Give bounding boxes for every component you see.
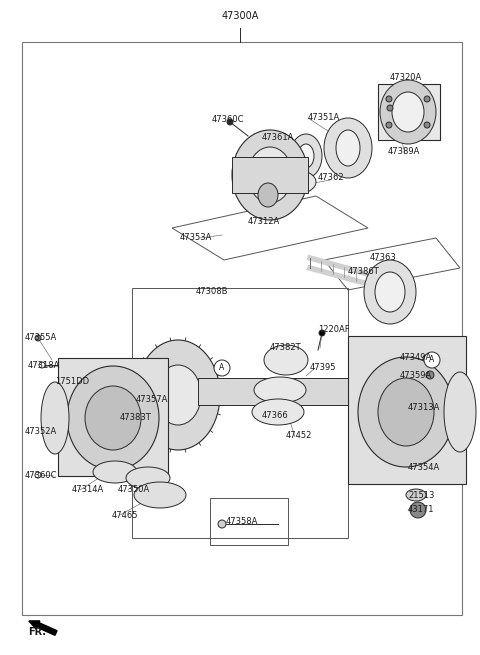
Ellipse shape xyxy=(336,130,360,166)
Ellipse shape xyxy=(136,340,220,450)
Bar xyxy=(348,336,466,484)
Bar xyxy=(232,157,308,193)
Text: 47357A: 47357A xyxy=(136,396,168,405)
Text: 47360C: 47360C xyxy=(25,470,58,479)
Bar xyxy=(22,42,462,615)
Ellipse shape xyxy=(358,357,454,467)
Text: 47308B: 47308B xyxy=(196,288,228,297)
Ellipse shape xyxy=(424,122,430,128)
Text: A: A xyxy=(219,364,225,373)
Text: 47359A: 47359A xyxy=(400,371,432,379)
Bar xyxy=(210,498,288,545)
Ellipse shape xyxy=(67,366,159,470)
Text: 1220AF: 1220AF xyxy=(318,326,349,335)
Text: 47358A: 47358A xyxy=(226,517,258,527)
Text: 47312A: 47312A xyxy=(248,217,280,227)
Bar xyxy=(378,84,440,140)
Ellipse shape xyxy=(364,260,416,324)
Ellipse shape xyxy=(85,386,141,450)
Ellipse shape xyxy=(426,371,434,379)
Text: 47353A: 47353A xyxy=(180,233,212,242)
Ellipse shape xyxy=(423,355,429,361)
Text: 47363: 47363 xyxy=(370,253,397,263)
Text: 47386T: 47386T xyxy=(348,267,380,276)
Ellipse shape xyxy=(380,80,436,144)
Text: 47389A: 47389A xyxy=(388,147,420,157)
Text: FR.: FR. xyxy=(28,627,46,637)
Ellipse shape xyxy=(406,489,426,501)
Ellipse shape xyxy=(392,92,424,132)
FancyArrow shape xyxy=(29,621,57,635)
Circle shape xyxy=(214,360,230,376)
Text: 47349A: 47349A xyxy=(400,354,432,362)
Ellipse shape xyxy=(126,467,170,489)
Text: 47352A: 47352A xyxy=(25,428,57,436)
Text: 47366: 47366 xyxy=(262,411,289,419)
Text: 47300A: 47300A xyxy=(221,11,259,21)
Ellipse shape xyxy=(290,134,322,178)
Text: 47354A: 47354A xyxy=(408,464,440,472)
Ellipse shape xyxy=(324,118,372,178)
Text: 47465: 47465 xyxy=(112,510,139,519)
Text: 47395: 47395 xyxy=(310,364,336,373)
Text: 47361A: 47361A xyxy=(262,134,294,143)
Ellipse shape xyxy=(232,130,308,220)
Text: 47351A: 47351A xyxy=(308,113,340,122)
Ellipse shape xyxy=(254,377,306,403)
Ellipse shape xyxy=(378,378,434,446)
Ellipse shape xyxy=(35,472,41,478)
Text: 47318A: 47318A xyxy=(28,360,60,369)
Circle shape xyxy=(424,352,440,368)
Ellipse shape xyxy=(93,461,137,483)
Text: 47314A: 47314A xyxy=(72,485,104,495)
Text: 47452: 47452 xyxy=(286,430,312,440)
Ellipse shape xyxy=(258,183,278,207)
Ellipse shape xyxy=(264,345,308,375)
Ellipse shape xyxy=(218,520,226,528)
Text: 47362: 47362 xyxy=(318,174,345,183)
Ellipse shape xyxy=(252,399,304,425)
Ellipse shape xyxy=(39,362,45,368)
Text: 21513: 21513 xyxy=(408,491,434,500)
Ellipse shape xyxy=(276,170,316,194)
Text: 47350A: 47350A xyxy=(118,485,150,495)
Ellipse shape xyxy=(387,105,393,111)
Ellipse shape xyxy=(248,147,292,203)
Ellipse shape xyxy=(424,96,430,102)
Ellipse shape xyxy=(375,272,405,312)
Ellipse shape xyxy=(134,482,186,508)
Text: 1751DD: 1751DD xyxy=(55,377,89,386)
Ellipse shape xyxy=(410,502,426,518)
Text: 47382T: 47382T xyxy=(270,343,301,352)
Text: 47320A: 47320A xyxy=(390,73,422,83)
Ellipse shape xyxy=(35,335,41,341)
Bar xyxy=(58,358,168,476)
Text: 43171: 43171 xyxy=(408,506,434,514)
Text: A: A xyxy=(430,356,434,364)
Ellipse shape xyxy=(386,122,392,128)
Text: 47313A: 47313A xyxy=(408,403,440,413)
Ellipse shape xyxy=(319,330,325,336)
Text: 47360C: 47360C xyxy=(212,115,244,124)
Text: 47355A: 47355A xyxy=(25,333,57,343)
Ellipse shape xyxy=(41,382,69,454)
Ellipse shape xyxy=(386,96,392,102)
Bar xyxy=(198,378,370,405)
Ellipse shape xyxy=(444,372,476,452)
Ellipse shape xyxy=(227,119,233,125)
Bar xyxy=(132,288,348,538)
Ellipse shape xyxy=(155,365,201,425)
Text: 47383T: 47383T xyxy=(120,413,152,422)
Ellipse shape xyxy=(298,144,314,168)
